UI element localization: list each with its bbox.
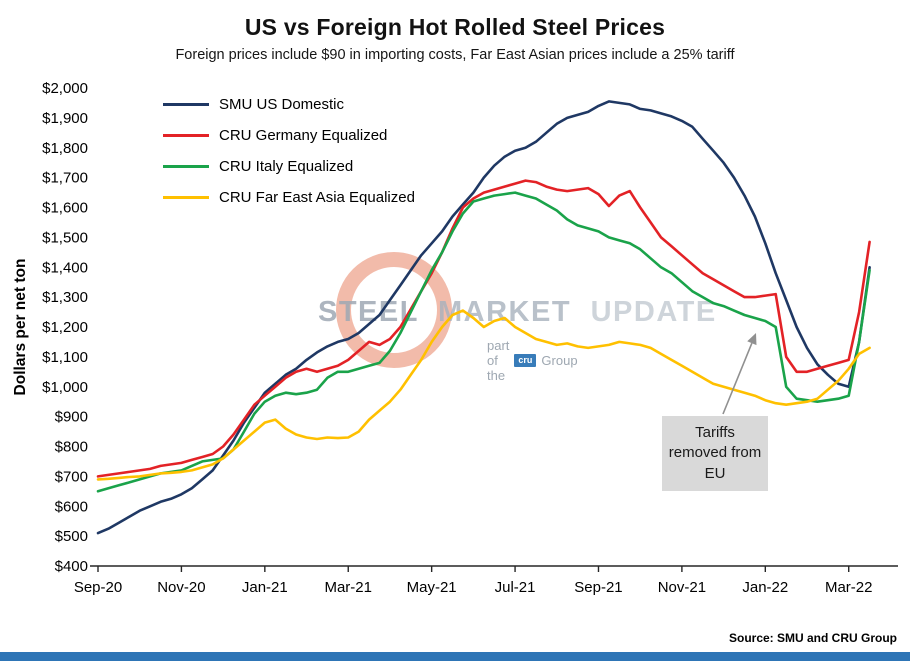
- annotation-tariffs-removed: Tariffs removed from EU: [662, 416, 768, 491]
- legend-swatch-smu-us-domestic: [163, 102, 209, 106]
- legend-item-smu-us-domestic: SMU US Domestic: [163, 93, 415, 115]
- y-axis-tick-1100: $1,100: [42, 349, 88, 366]
- y-axis-tick-900: $900: [55, 409, 88, 426]
- watermark-tagline-prefix: part of the: [487, 338, 510, 383]
- cru-logo: cru: [514, 354, 537, 367]
- legend-label-cru-italy-equalized: CRU Italy Equalized: [219, 157, 354, 175]
- y-axis-tick-2000: $2,000: [42, 80, 88, 97]
- y-axis-tick-800: $800: [55, 439, 88, 456]
- y-axis-tick-400: $400: [55, 558, 88, 575]
- x-axis-tick-Mar-21: Mar-21: [324, 579, 372, 596]
- legend-swatch-cru-far-east-asia-equalized: [163, 195, 209, 199]
- x-axis-tick-Jul-21: Jul-21: [495, 579, 536, 596]
- watermark-tagline-suffix: Group: [541, 353, 578, 368]
- chart-header: US vs Foreign Hot Rolled Steel Prices Fo…: [0, 14, 910, 63]
- chart-legend: SMU US Domestic CRU Germany Equalized CRU …: [163, 93, 415, 208]
- y-axis-tick-1000: $1,000: [42, 379, 88, 396]
- x-axis-tick-Sep-21: Sep-21: [574, 579, 622, 596]
- annotation-arrowhead-icon: [747, 333, 757, 346]
- x-axis-tick-Nov-20: Nov-20: [157, 579, 205, 596]
- series-line-cru-far-east-asia-equalized: [96, 309, 871, 481]
- legend-item-cru-far-east-asia-equalized: CRU Far East Asia Equalized: [163, 186, 415, 208]
- y-axis-tick-1800: $1,800: [42, 140, 88, 157]
- x-axis-tick-Sep-20: Sep-20: [74, 579, 122, 596]
- legend-item-cru-germany-equalized: CRU Germany Equalized: [163, 124, 415, 146]
- y-axis-tick-700: $700: [55, 468, 88, 485]
- x-axis-tick-Mar-22: Mar-22: [825, 579, 873, 596]
- x-axis-tick-Nov-21: Nov-21: [658, 579, 706, 596]
- page-title: US vs Foreign Hot Rolled Steel Prices: [244, 14, 666, 40]
- y-axis-title: Dollars per net ton: [12, 258, 29, 396]
- y-axis-tick-1200: $1,200: [42, 319, 88, 336]
- legend-swatch-cru-germany-equalized: [163, 133, 209, 137]
- y-axis-tick-1600: $1,600: [42, 200, 88, 217]
- legend-label-cru-germany-equalized: CRU Germany Equalized: [219, 126, 388, 144]
- watermark-word-steel: STEEL: [318, 296, 419, 328]
- bottom-accent-bar: [0, 652, 910, 661]
- y-axis-tick-1700: $1,700: [42, 170, 88, 187]
- x-axis-tick-Jan-22: Jan-22: [742, 579, 788, 596]
- y-axis-tick-600: $600: [55, 498, 88, 515]
- y-axis-tick-1900: $1,900: [42, 110, 88, 127]
- legend-label-smu-us-domestic: SMU US Domestic: [219, 95, 345, 113]
- chart-subtitle: Foreign prices include $90 in importing …: [175, 47, 735, 63]
- y-axis-tick-1400: $1,400: [42, 259, 88, 276]
- source-note: Source: SMU and CRU Group: [728, 631, 897, 645]
- watermark-tagline: part of the cru Group: [487, 338, 578, 383]
- y-axis-tick-1300: $1,300: [42, 289, 88, 306]
- series-line-smu-us-domestic: [96, 100, 871, 535]
- y-axis-tick-500: $500: [55, 528, 88, 545]
- legend-item-cru-italy-equalized: CRU Italy Equalized: [163, 155, 415, 177]
- legend-swatch-cru-italy-equalized: [163, 164, 209, 168]
- y-axis-tick-1500: $1,500: [42, 229, 88, 246]
- x-axis-tick-Jan-21: Jan-21: [242, 579, 288, 596]
- legend-label-cru-far-east-asia-equalized: CRU Far East Asia Equalized: [219, 188, 415, 206]
- watermark-word-update: UPDATE: [590, 296, 717, 328]
- series-line-cru-germany-equalized: [96, 179, 871, 478]
- x-axis-tick-May-21: May-21: [407, 579, 457, 596]
- annotation-arrow-line: [722, 342, 753, 415]
